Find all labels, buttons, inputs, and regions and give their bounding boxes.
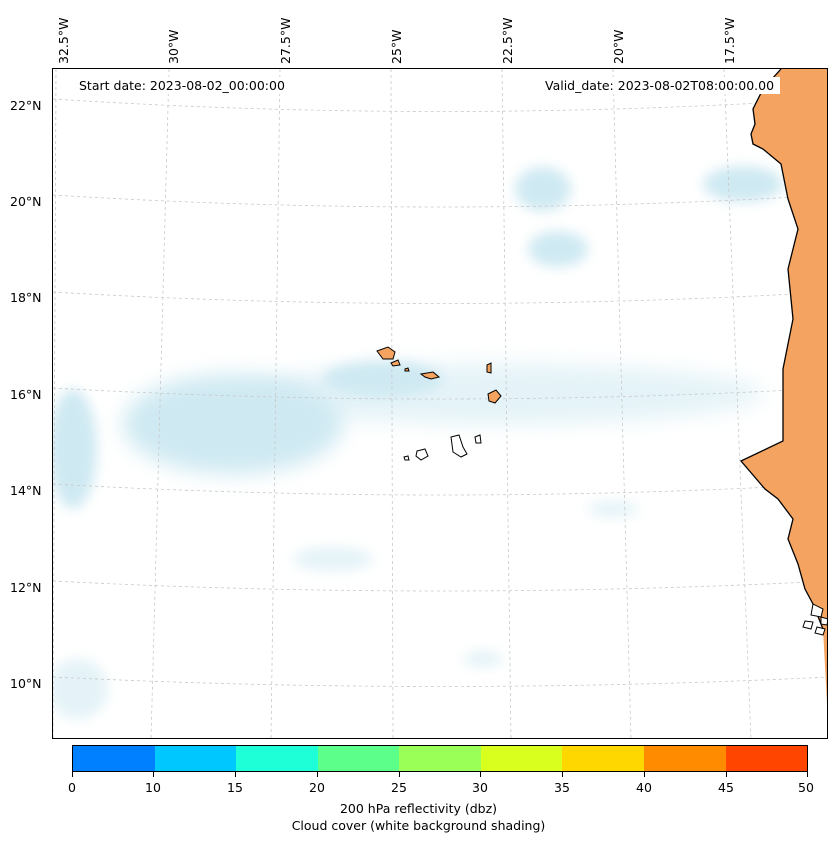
lon-label-32-5w: 32.5°W bbox=[56, 17, 71, 64]
lat-label-22n: 22°N bbox=[10, 98, 42, 113]
cloud-patch bbox=[53, 659, 108, 719]
colorbar-segment-45-50 bbox=[725, 746, 808, 771]
colorbar-tick bbox=[726, 772, 727, 777]
lon-label-30w: 30°W bbox=[166, 29, 181, 64]
lon-label-27-5w: 27.5°W bbox=[278, 17, 293, 64]
lat-label-14n: 14°N bbox=[10, 483, 42, 498]
colorbar-segment-35-40 bbox=[562, 746, 644, 771]
island-sal bbox=[486, 362, 492, 374]
colorbar-tick bbox=[480, 772, 481, 777]
colorbar-tick-label: 10 bbox=[145, 780, 161, 795]
lat-label-16n: 16°N bbox=[10, 387, 42, 402]
cloud-patch bbox=[463, 651, 503, 667]
colorbar-tick-label: 35 bbox=[554, 780, 570, 795]
lat-label-20n: 20°N bbox=[10, 194, 42, 209]
lon-label-22-5w: 22.5°W bbox=[500, 17, 515, 64]
colorbar-tick-label: 30 bbox=[472, 780, 488, 795]
lon-label-25w: 25°W bbox=[389, 29, 404, 64]
colorbar-tick-label: 20 bbox=[309, 780, 325, 795]
cloud-shading bbox=[53, 166, 783, 719]
island bbox=[820, 616, 827, 626]
cloud-patch bbox=[293, 547, 373, 571]
colorbar-tick bbox=[317, 772, 318, 777]
island bbox=[814, 626, 826, 636]
colorbar-tick bbox=[562, 772, 563, 777]
map-canvas bbox=[53, 69, 827, 738]
island-maio bbox=[474, 434, 482, 444]
map-panel: Start date: 2023-08-02_00:00:00 Valid_da… bbox=[52, 68, 828, 739]
lat-label-18n: 18°N bbox=[10, 290, 42, 305]
valid-date: Valid_date: 2023-08-02T08:00:00.00 bbox=[539, 77, 781, 94]
colorbar-segment-15-20 bbox=[236, 746, 318, 771]
colorbar-segment-10-15 bbox=[154, 746, 237, 771]
colorbar-tick bbox=[644, 772, 645, 777]
cloud-patch bbox=[123, 374, 343, 474]
lat-label-12n: 12°N bbox=[10, 580, 42, 595]
island-sao-nicolau bbox=[419, 371, 441, 380]
cloud-patch bbox=[515, 167, 571, 211]
coastline bbox=[739, 69, 824, 630]
island bbox=[802, 620, 814, 630]
colorbar-segment-20-25 bbox=[317, 746, 400, 771]
colorbar bbox=[72, 745, 808, 772]
start-date: Start date: 2023-08-02_00:00:00 bbox=[73, 77, 291, 94]
colorbar-segment-30-35 bbox=[480, 746, 563, 771]
lon-label-20w: 20°W bbox=[611, 29, 626, 64]
colorbar-tick-label: 40 bbox=[636, 780, 652, 795]
colorbar-segment-40-45 bbox=[643, 746, 726, 771]
colorbar-segment-0-10 bbox=[73, 746, 155, 771]
colorbar-tick bbox=[399, 772, 400, 777]
cape-verde-islands bbox=[376, 346, 502, 461]
africa-landmass bbox=[741, 69, 827, 703]
island-santo-antao bbox=[376, 346, 396, 360]
colorbar-tick-label: 45 bbox=[718, 780, 734, 795]
colorbar-subtitle: Cloud cover (white background shading) bbox=[291, 818, 546, 833]
colorbar-tick-label: 15 bbox=[227, 780, 243, 795]
island-brava bbox=[403, 455, 410, 461]
colorbar-tick-label: 50 bbox=[798, 780, 814, 795]
cloud-patch bbox=[588, 501, 638, 517]
lat-label-10n: 10°N bbox=[10, 676, 42, 691]
colorbar-segment-25-30 bbox=[399, 746, 481, 771]
colorbar-tick-label: 0 bbox=[68, 780, 76, 795]
island-santiago bbox=[450, 434, 468, 458]
colorbar-tick-label: 25 bbox=[391, 780, 407, 795]
cloud-patch bbox=[528, 231, 588, 267]
cloud-patch bbox=[53, 389, 97, 509]
colorbar-tick bbox=[807, 772, 808, 777]
island-sao-vicente bbox=[390, 359, 401, 367]
colorbar-tick bbox=[72, 772, 73, 777]
cloud-patch bbox=[323, 361, 443, 397]
colorbar-tick bbox=[153, 772, 154, 777]
island-santa-luzia bbox=[404, 367, 410, 372]
bissagos-islands bbox=[802, 603, 827, 636]
cloud-patch bbox=[703, 166, 783, 202]
colorbar-tick bbox=[235, 772, 236, 777]
colorbar-title: 200 hPa reflectivity (dbz) bbox=[339, 801, 498, 816]
island-boa-vista bbox=[487, 389, 502, 404]
graticule bbox=[53, 69, 827, 738]
lon-label-17-5w: 17.5°W bbox=[722, 17, 737, 64]
island-fogo bbox=[415, 448, 429, 461]
